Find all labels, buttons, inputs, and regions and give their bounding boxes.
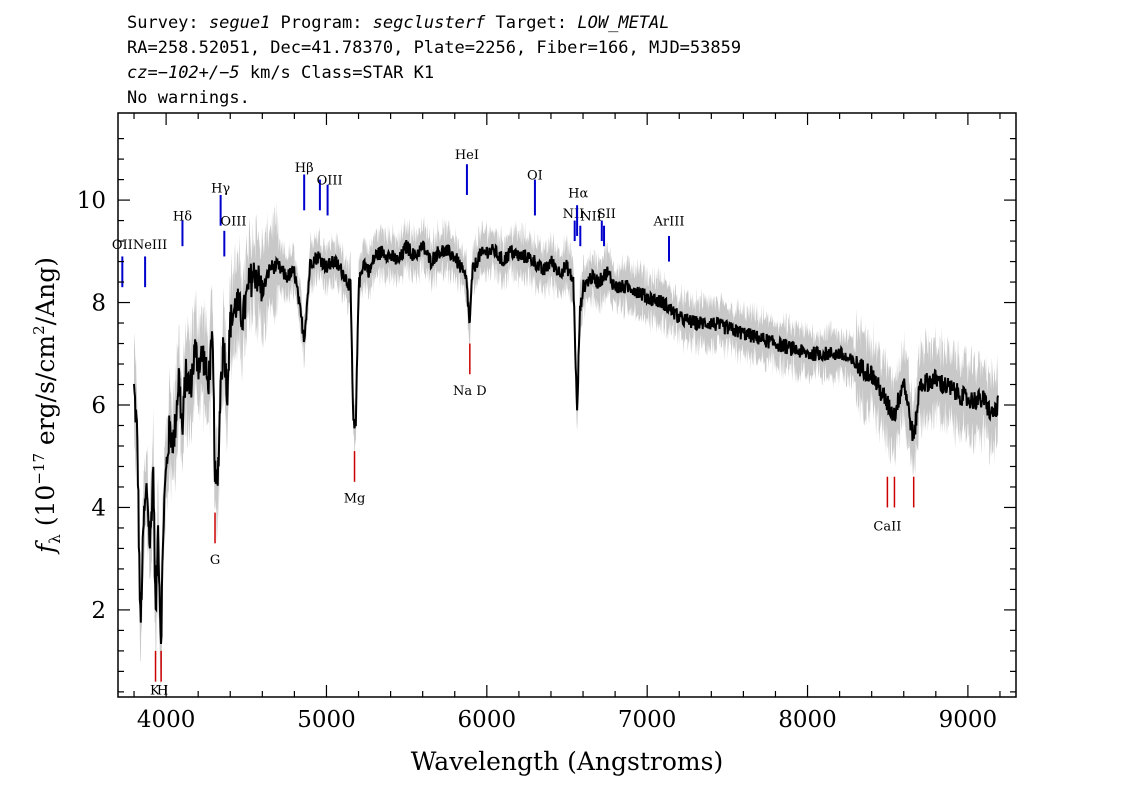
absorption-line-label: H xyxy=(157,683,168,698)
plot-area: OII NeIIIHδHγOIIIHβOIIIHeIOINIIHαNIISIIAr… xyxy=(77,112,1017,733)
plot-clip-group xyxy=(133,200,999,685)
emission-line-label: OII xyxy=(112,238,133,253)
emission-line-label: Hδ xyxy=(173,210,192,225)
header-line-3: cz=−102+/−5 km/s Class=STAR K1 xyxy=(127,63,434,83)
emission-line-label: SII xyxy=(597,207,616,222)
y-axis-title: fλ (10−17 erg/s/cm2/Ang) xyxy=(30,257,64,555)
y-tick-label: 2 xyxy=(91,598,106,624)
emission-line-label: HeI xyxy=(455,148,479,163)
x-tick-label: 5000 xyxy=(297,707,356,733)
emission-line-label: ArIII xyxy=(652,215,684,230)
header-line-4: No warnings. xyxy=(127,88,250,108)
emission-line-label: OIII xyxy=(317,174,343,189)
header-line-3-part: km/s Class=STAR K1 xyxy=(240,63,434,83)
error-band xyxy=(134,200,998,685)
header-line-1-part: LOW_METAL xyxy=(577,13,669,33)
absorption-line-label: Na D xyxy=(453,384,487,399)
y-tick-label: 4 xyxy=(91,495,106,521)
emission-line-label: NeIII xyxy=(133,238,167,253)
absorption-line-label: G xyxy=(210,553,220,568)
header-line-1-part: segclusterf xyxy=(373,13,486,33)
header-line-1-part: Target: xyxy=(485,13,577,33)
absorption-line-label: Mg xyxy=(344,491,366,506)
emission-line-label: NII xyxy=(563,207,585,222)
emission-line-label: Hγ xyxy=(211,181,230,196)
x-tick-label: 6000 xyxy=(458,707,517,733)
header-line-3-part: cz= xyxy=(127,63,158,83)
x-tick-label: 4000 xyxy=(137,707,196,733)
x-tick-label: 8000 xyxy=(778,707,837,733)
emission-line-label: NII xyxy=(580,210,602,225)
x-tick-label: 7000 xyxy=(618,707,677,733)
flux-series-line xyxy=(133,239,999,645)
header-line-1: Survey: segue1 Program: segclusterf Targ… xyxy=(127,13,670,33)
y-tick-label: 8 xyxy=(91,291,106,317)
header: Survey: segue1 Program: segclusterf Targ… xyxy=(127,13,741,108)
header-line-1-part: Survey: xyxy=(127,13,209,33)
header-line-1-part: Program: xyxy=(270,13,372,33)
header-line-2: RA=258.52051, Dec=41.78370, Plate=2256, … xyxy=(127,38,741,58)
header-line-1-part: segue1 xyxy=(209,13,270,33)
absorption-line-label: CaII xyxy=(873,520,901,535)
emission-line-label: Hβ xyxy=(295,161,314,176)
y-tick-label: 10 xyxy=(77,188,106,214)
absorption-line-label: K xyxy=(150,683,160,698)
header-line-3-part: −102+/−5 xyxy=(158,63,240,83)
emission-line-label: OI xyxy=(527,169,543,184)
emission-line-label: OIII xyxy=(220,215,246,230)
emission-line-label: Hα xyxy=(568,187,588,202)
y-tick-label: 6 xyxy=(91,393,106,419)
x-tick-label: 9000 xyxy=(939,707,998,733)
x-axis-title: Wavelength (Angstroms) xyxy=(411,747,723,776)
